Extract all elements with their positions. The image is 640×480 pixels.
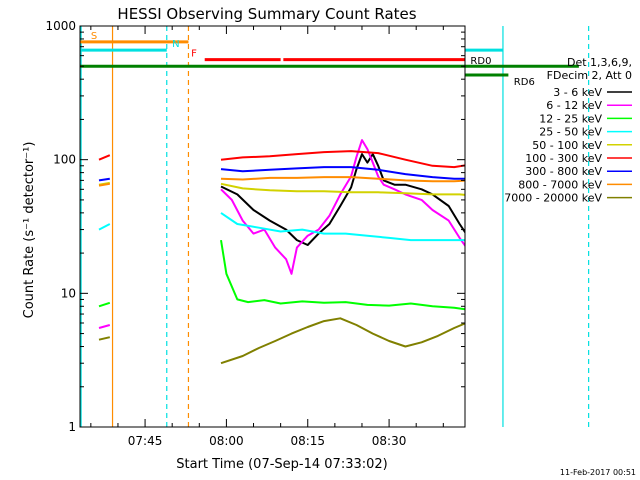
series-8-segment-1 xyxy=(98,182,110,187)
series-3 xyxy=(98,239,582,314)
flag-label-f: F xyxy=(191,49,197,60)
series-4-segment-1 xyxy=(98,223,111,231)
y-tick-label: 1 xyxy=(68,420,76,434)
flag-label-n: N xyxy=(172,39,179,50)
x-tick-label: 08:00 xyxy=(209,434,244,448)
flag-label-rd0: RD0 xyxy=(470,56,491,67)
series-2-segment-3 xyxy=(525,318,582,333)
y-tick-label: 10 xyxy=(61,286,76,300)
flag-label-s: S xyxy=(91,31,97,42)
series-6-segment-2 xyxy=(220,150,465,169)
series-4 xyxy=(98,212,581,242)
series-9 xyxy=(98,297,582,365)
date-stamp: 11-Feb-2017 00:51 xyxy=(560,468,636,477)
plot-frame xyxy=(79,25,466,428)
chart-title: HESSI Observing Summary Count Rates xyxy=(117,5,416,23)
legend-header-line: FDecim 2, Att 0 xyxy=(547,69,632,82)
series-2-segment-2 xyxy=(220,139,465,275)
legend-label: 100 - 300 keV xyxy=(525,152,602,165)
series-8 xyxy=(98,176,465,187)
series-5-segment-2 xyxy=(220,182,465,196)
legend-label: 3 - 6 keV xyxy=(553,86,602,99)
series-1-segment-2 xyxy=(530,400,552,417)
legend-label: 6 - 12 keV xyxy=(546,99,602,112)
legend-label: 300 - 800 keV xyxy=(525,165,602,178)
legend-label: 12 - 25 keV xyxy=(539,112,602,125)
series-6 xyxy=(98,150,552,243)
series-9-segment-3 xyxy=(525,297,582,314)
series-layer xyxy=(98,139,582,417)
x-axis-label: Start Time (07-Sep-14 07:33:02) xyxy=(176,457,387,472)
series-7-segment-1 xyxy=(98,177,110,182)
series-2 xyxy=(98,139,582,333)
series-9-segment-1 xyxy=(98,336,111,341)
series-7-segment-2 xyxy=(220,166,465,180)
y-tick-label: 100 xyxy=(53,153,76,167)
series-3-segment-1 xyxy=(98,301,111,308)
x-tick-label: 08:30 xyxy=(372,434,407,448)
legend-label: 7000 - 20000 keV xyxy=(504,192,602,205)
x-tick-label: 08:15 xyxy=(290,434,325,448)
flag-bars-layer: S N F RD0 RD6 xyxy=(80,31,579,88)
series-7 xyxy=(98,166,465,182)
y-axis-label: Count Rate (s⁻¹ detector⁻¹) xyxy=(22,142,37,319)
y-tick-label: 1000 xyxy=(45,19,76,33)
series-6-segment-3 xyxy=(525,238,552,243)
series-9-segment-2 xyxy=(220,317,465,365)
legend-label: 50 - 100 keV xyxy=(532,139,602,152)
series-3-segment-2 xyxy=(220,239,465,311)
legend-label: 800 - 7000 keV xyxy=(518,178,602,191)
series-4-segment-3 xyxy=(565,226,581,230)
legend-header-line: Det 1,3,6,9, xyxy=(567,56,632,69)
series-3-segment-3 xyxy=(525,308,582,314)
legend-label: 25 - 50 keV xyxy=(539,126,602,139)
series-8-segment-2 xyxy=(220,176,465,183)
flag-label-rd6: RD6 xyxy=(514,77,535,88)
series-4-segment-2 xyxy=(220,212,465,242)
axes-layer: 1 10 100 1000 07:45 08:00 08:15 08:30 xyxy=(45,19,465,448)
vertical-lines-layer xyxy=(80,26,590,427)
series-5-segment-3 xyxy=(525,266,552,270)
x-tick-label: 07:45 xyxy=(128,434,163,448)
series-2-segment-1 xyxy=(98,324,111,329)
series-6-segment-1 xyxy=(98,154,111,161)
